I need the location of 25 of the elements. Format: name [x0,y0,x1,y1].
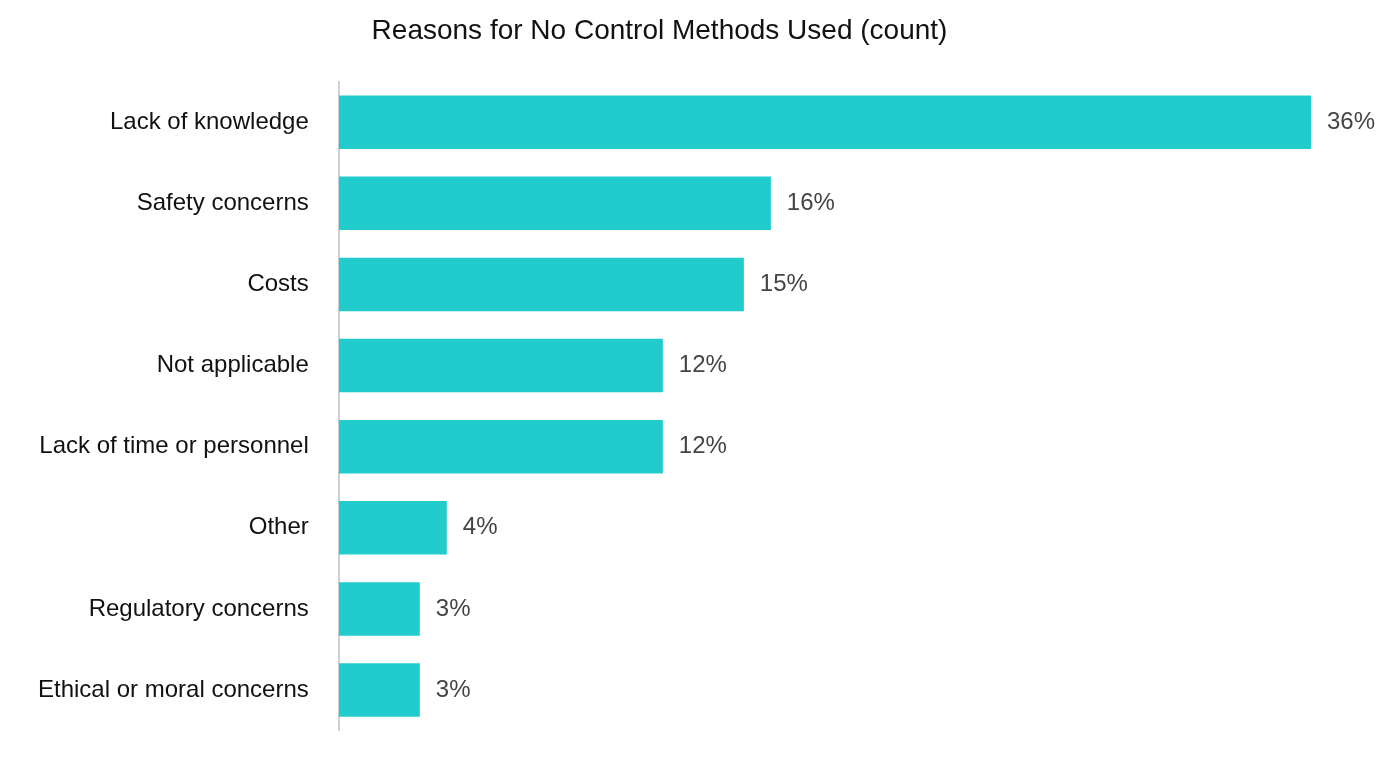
bar [338,663,420,717]
bar [338,95,1311,149]
bar [338,257,744,312]
bar [338,501,447,555]
data-label: 3% [435,674,471,702]
bar [338,338,663,393]
data-label: 36% [1327,106,1376,134]
y-tick-label: Costs [247,269,309,297]
y-tick-label: Ethical or moral concerns [37,674,309,702]
bar [338,582,420,636]
data-label: 12% [678,431,727,459]
data-label: 4% [462,512,498,540]
data-label: 3% [435,593,471,621]
bar [338,176,771,231]
y-tick-label: Lack of knowledge [109,106,309,134]
y-tick-label: Not applicable [156,350,309,378]
bar [338,419,663,474]
data-label: 12% [678,350,727,378]
data-label: 15% [759,269,808,297]
y-tick-label: Other [248,512,309,540]
y-tick-label: Safety concerns [136,187,309,215]
y-tick-label: Regulatory concerns [88,593,309,621]
data-label: 16% [786,187,835,215]
chart-title: Reasons for No Control Methods Used (count) [371,13,948,45]
y-tick-label: Lack of time or personnel [39,431,309,459]
